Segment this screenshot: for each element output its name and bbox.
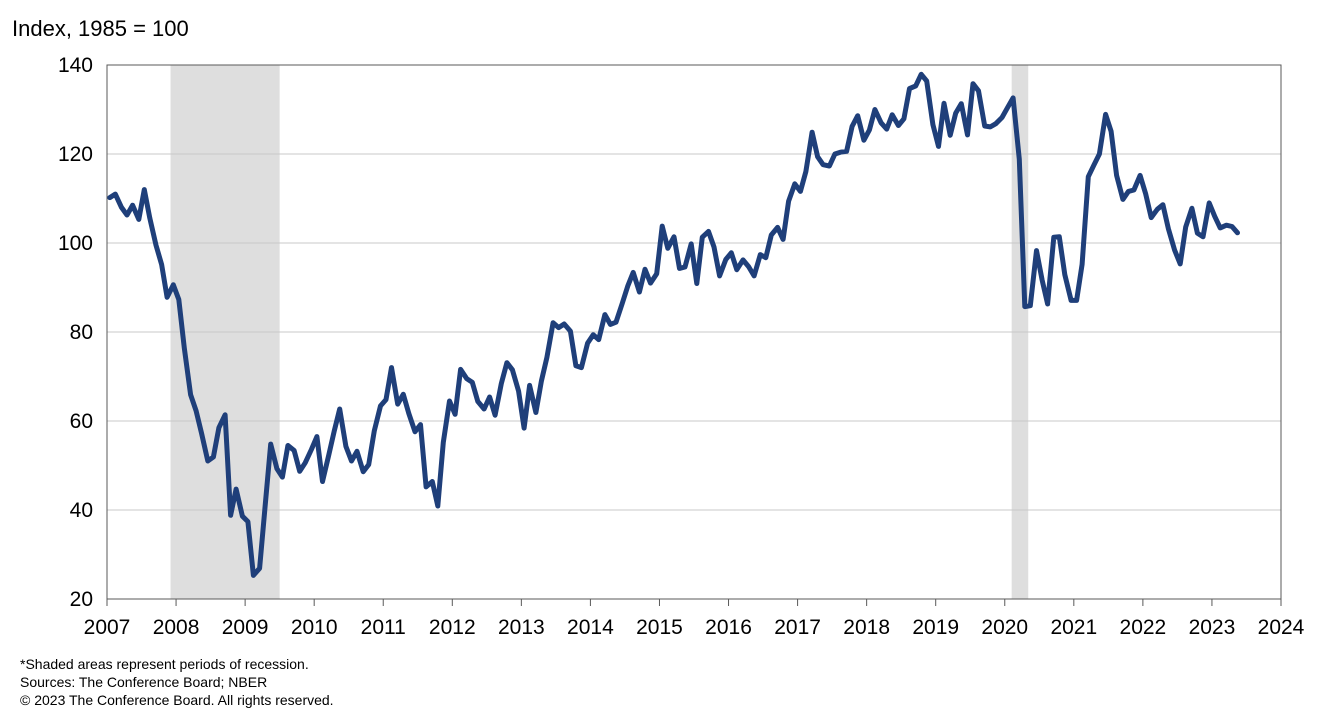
series-group	[107, 71, 1240, 578]
recession-note: *Shaded areas represent periods of reces…	[20, 656, 309, 672]
x-tick-label: 2008	[153, 616, 200, 639]
x-tick-label: 2024	[1258, 616, 1305, 639]
x-tick-label: 2010	[291, 616, 338, 639]
x-tick-label: 2020	[981, 616, 1028, 639]
y-tick-label: 100	[58, 232, 93, 255]
x-tick-label: 2021	[1050, 616, 1097, 639]
x-tick-labels: 2007 2008 2009 2010 2011 2012 2013 2014 2015 2016…	[84, 616, 1305, 639]
x-tick-label: 2022	[1120, 616, 1167, 639]
x-tick-label: 2018	[843, 616, 890, 639]
footnotes: *Shaded areas represent periods of reces…	[20, 655, 334, 709]
y-tick-label: 120	[58, 143, 93, 166]
x-tick-label: 2015	[636, 616, 683, 639]
x-tick-label: 2013	[498, 616, 545, 639]
y-tick-label: 80	[70, 321, 93, 344]
y-tick-label: 60	[70, 410, 93, 433]
x-tick-label: 2014	[567, 616, 614, 639]
y-tick-label: 140	[58, 54, 93, 77]
sources-note: Sources: The Conference Board; NBER	[20, 674, 268, 690]
plot-area-frame	[106, 64, 1282, 600]
gridlines	[107, 153, 1281, 511]
x-tick-label: 2009	[222, 616, 269, 639]
x-tick-label: 2011	[361, 616, 406, 639]
y-tick-label: 40	[70, 499, 93, 522]
x-tick-label: 2016	[705, 616, 752, 639]
y-tick-label: 20	[70, 588, 93, 611]
x-tick-label: 2019	[912, 616, 959, 639]
x-tick-label: 2017	[774, 616, 821, 639]
copyright-note: © 2023 The Conference Board. All rights …	[20, 692, 334, 708]
y-axis-label: Index, 1985 = 100	[12, 16, 189, 41]
x-tick-marks	[106, 599, 1282, 606]
x-tick-label: 2012	[429, 616, 476, 639]
series-line-1	[107, 71, 1240, 578]
x-tick-label: 2007	[84, 616, 131, 639]
x-tick-label: 2023	[1189, 616, 1236, 639]
y-tick-labels: 20 40 60 80 100 120 140	[58, 54, 93, 611]
